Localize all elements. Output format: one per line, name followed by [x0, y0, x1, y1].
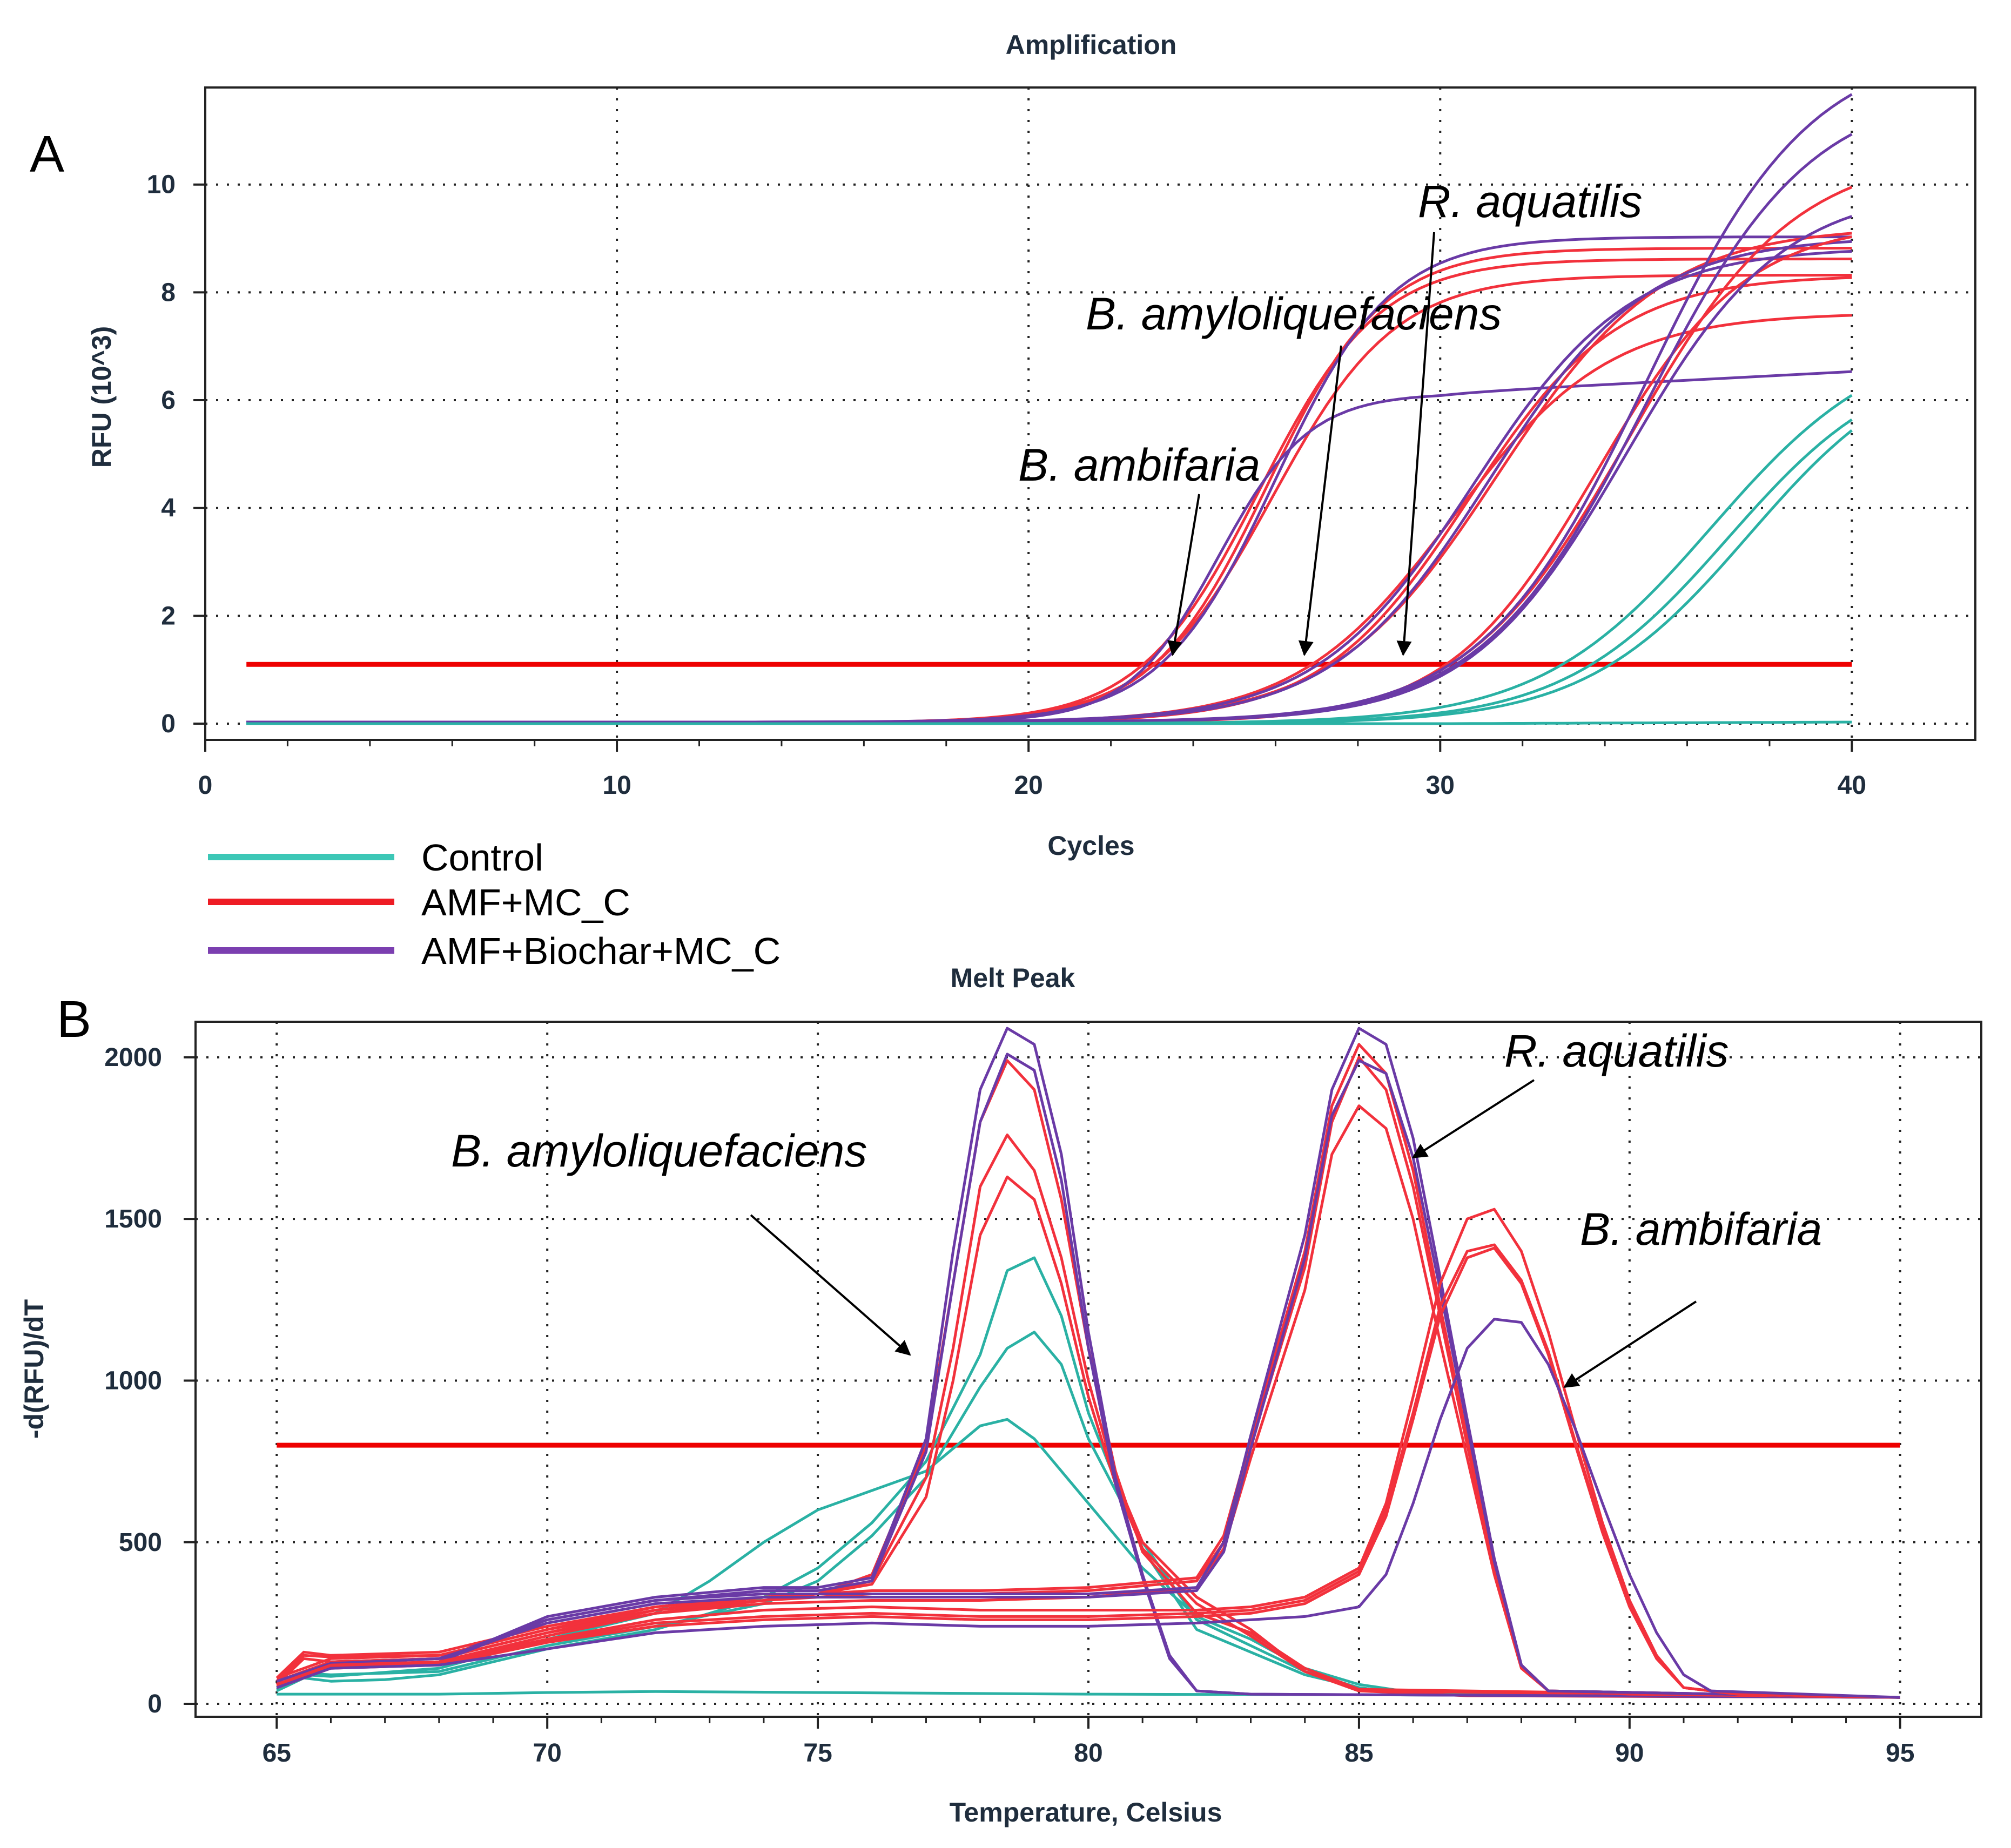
melt-peak-annotation-arrow	[1563, 1300, 1697, 1388]
melt-peak-x-tick-label: 85	[1344, 1739, 1373, 1768]
amplification-y-tick-label: 6	[161, 386, 176, 415]
amplification-y-tick-label: 10	[147, 171, 176, 199]
amplification-y-label: RFU (10^3)	[86, 326, 117, 468]
amplification-x-tick-label: 10	[602, 771, 631, 800]
legend-label-amf-mc-c: AMF+MC_C	[421, 881, 630, 923]
amplification-y-tick-label: 4	[161, 494, 176, 523]
panel-letter-b: B	[57, 990, 91, 1048]
melt-peak-y-tick-label: 1000	[104, 1366, 162, 1395]
amplification-annotation-label: B. ambifaria	[1018, 440, 1260, 490]
amplification-x-label: Cycles	[1047, 831, 1134, 861]
amplification-lines	[246, 93, 1853, 725]
melt-peak-annotations: B. amyloliquefaciens R. aquatilis B. ambif…	[451, 1026, 1822, 1388]
amplification-annotations: R. aquatilis B. amyloliquefaciens B. ambif…	[1018, 176, 1643, 657]
melt-peak-y-tick-label: 1500	[104, 1205, 162, 1233]
melt-peak-title: Melt Peak	[951, 963, 1075, 993]
amplification-chart: A Amplification 0 10 20 30 40 0 2 4 6 8 10 RFU (10…	[30, 30, 1976, 861]
amplification-annotation-arrow	[1167, 494, 1200, 656]
melt-peak-annotation-label: B. amyloliquefaciens	[451, 1125, 867, 1176]
melt-peak-series-amf-mc-c	[276, 1243, 1900, 1699]
melt-peak-ticks: 65 70 75 80 85 90 95 0 500 1000 1500 2000	[104, 1043, 1914, 1768]
melt-peak-series-amf-biochar-mc-c	[276, 1059, 1900, 1699]
legend-label-amf-biochar-mc-c: AMF+Biochar+MC_C	[421, 930, 781, 972]
melt-peak-series-amf-mc-c	[276, 1208, 1900, 1699]
amplification-series-amf-biochar-mc-c	[246, 215, 1853, 724]
amplification-y-tick-label: 2	[161, 602, 176, 630]
melt-peak-x-tick-label: 70	[533, 1739, 561, 1768]
amplification-y-tick-label: 8	[161, 278, 176, 307]
melt-peak-chart: B Melt Peak 65 70 75 80 85 90 95 0 500 1000 1500 20…	[19, 963, 1982, 1827]
amplification-x-tick-label: 30	[1426, 771, 1455, 800]
melt-peak-x-tick-label: 65	[263, 1739, 291, 1768]
melt-peak-series-amf-biochar-mc-c	[276, 1318, 1900, 1699]
melt-peak-annotation-arrow	[750, 1214, 911, 1356]
melt-peak-x-label: Temperature, Celsius	[950, 1797, 1222, 1827]
melt-peak-x-tick-label: 95	[1886, 1739, 1914, 1768]
amplification-y-tick-label: 0	[161, 710, 176, 738]
melt-peak-annotation-arrow	[1411, 1079, 1535, 1159]
melt-peak-y-tick-label: 500	[119, 1528, 162, 1557]
melt-peak-x-tick-label: 80	[1074, 1739, 1102, 1768]
amplification-ticks: 0 10 20 30 40 0 2 4 6 8 10	[147, 171, 1866, 800]
melt-peak-lines	[275, 1027, 1900, 1699]
melt-peak-y-label: -d(RFU)/dT	[19, 1299, 49, 1439]
melt-peak-series-control	[276, 1256, 1900, 1699]
melt-peak-series-amf-mc-c	[276, 1104, 1900, 1699]
amplification-x-tick-label: 20	[1014, 771, 1043, 800]
amplification-series-control	[246, 720, 1852, 725]
panel-letter-a: A	[30, 125, 64, 183]
melt-peak-y-tick-label: 0	[147, 1690, 162, 1718]
melt-peak-y-tick-label: 2000	[104, 1043, 162, 1072]
melt-peak-series-control	[276, 1331, 1900, 1699]
amplification-plot-frame	[204, 86, 1976, 741]
melt-peak-x-tick-label: 90	[1615, 1739, 1644, 1768]
amplification-x-tick-label: 40	[1838, 771, 1866, 800]
amplification-x-tick-label: 0	[198, 771, 213, 800]
amplification-annotation-label: R. aquatilis	[1418, 176, 1643, 227]
legend-label-control: Control	[421, 837, 543, 879]
melt-peak-grid	[196, 1022, 1981, 1717]
melt-peak-annotation-label: B. ambifaria	[1580, 1204, 1822, 1255]
melt-peak-x-tick-label: 75	[803, 1739, 832, 1768]
amplification-title: Amplification	[1006, 30, 1177, 60]
amplification-annotation-arrow	[1396, 232, 1435, 657]
melt-peak-annotation-label: R. aquatilis	[1504, 1026, 1729, 1076]
amplification-annotation-label: B. amyloliquefaciens	[1086, 288, 1502, 339]
amplification-annotation-arrow	[1298, 345, 1342, 657]
legend: Control AMF+MC_C AMF+Biochar+MC_C	[208, 837, 781, 972]
